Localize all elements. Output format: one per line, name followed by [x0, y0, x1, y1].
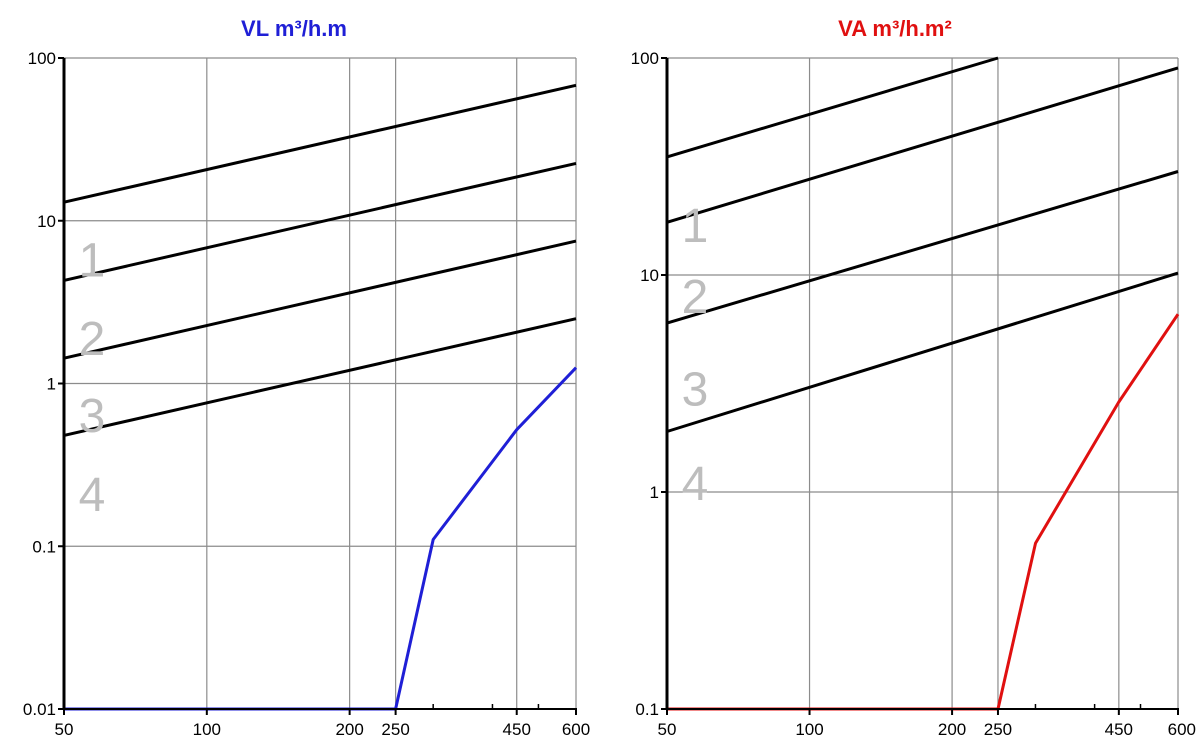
x-tick-label: 50: [55, 720, 74, 739]
chart-title-va: VA m³/h.m²: [838, 16, 952, 41]
class-line: [63, 239, 577, 360]
x-tick-label: 600: [562, 720, 590, 739]
class-label: 3: [79, 390, 106, 443]
y-tick-label: 100: [28, 49, 56, 68]
chart-vl: VL m³/h.m 0.01 0.1 1 10 100 50 100 200 250 450 600…: [23, 16, 590, 739]
leakage-series-line: [667, 313, 1180, 711]
x-tick-label: 50: [658, 720, 677, 739]
x-tick-label: 100: [193, 720, 221, 739]
class-label: 1: [682, 200, 709, 253]
chart-title-vl: VL m³/h.m: [241, 16, 347, 41]
class-line: [63, 161, 577, 282]
class-line: [666, 170, 1179, 325]
class-label: 3: [682, 363, 709, 416]
class-line: [666, 271, 1179, 433]
class-label: 4: [79, 469, 106, 522]
x-tick-label: 200: [335, 720, 363, 739]
x-tick-label: 600: [1168, 720, 1196, 739]
x-tick-label: 450: [1105, 720, 1133, 739]
y-tick-label: 10: [37, 212, 56, 231]
class-label: 4: [682, 458, 709, 511]
class-label: 2: [79, 313, 106, 366]
y-tick-label: 0.01: [23, 700, 56, 719]
class-label: 1: [79, 234, 106, 287]
x-tick-label: 200: [938, 720, 966, 739]
y-tick-label: 1: [650, 483, 659, 502]
y-tick-label: 0.1: [635, 700, 659, 719]
x-tick-label: 250: [984, 720, 1012, 739]
chart-va: VA m³/h.m² 0.1 1 10 100 50 100 200 250 450 600 1 2 3…: [631, 16, 1196, 739]
class-line: [666, 66, 1179, 224]
x-tick-label: 100: [795, 720, 823, 739]
x-tick-label: 250: [381, 720, 409, 739]
y-tick-label: 0.1: [32, 537, 56, 556]
y-tick-label: 10: [640, 266, 659, 285]
x-tick-label: 450: [503, 720, 531, 739]
y-tick-label: 1: [47, 375, 56, 394]
class-line: [63, 317, 577, 437]
class-line: [63, 83, 577, 204]
y-tick-label: 100: [631, 49, 659, 68]
class-line: [666, 56, 999, 159]
class-label: 2: [682, 271, 709, 324]
